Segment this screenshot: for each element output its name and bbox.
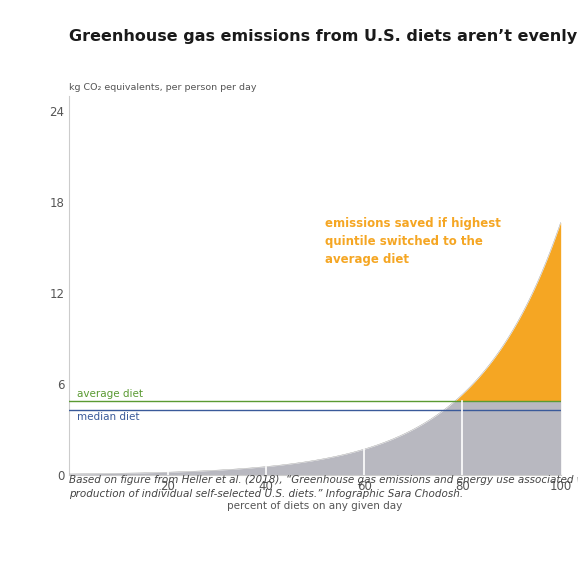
Text: emissions saved if highest
quintile switched to the
average diet: emissions saved if highest quintile swit… (325, 217, 501, 266)
X-axis label: percent of diets on any given day: percent of diets on any given day (227, 501, 403, 511)
Text: median diet: median diet (77, 411, 139, 421)
Text: Based on figure from Heller et al. (2018), “Greenhouse gas emissions and energy : Based on figure from Heller et al. (2018… (69, 475, 578, 499)
Text: kg CO₂ equivalents, per person per day: kg CO₂ equivalents, per person per day (69, 83, 257, 92)
Text: Greenhouse gas emissions from U.S. diets aren’t evenly distributed: Greenhouse gas emissions from U.S. diets… (69, 29, 578, 44)
Text: average diet: average diet (77, 389, 143, 399)
